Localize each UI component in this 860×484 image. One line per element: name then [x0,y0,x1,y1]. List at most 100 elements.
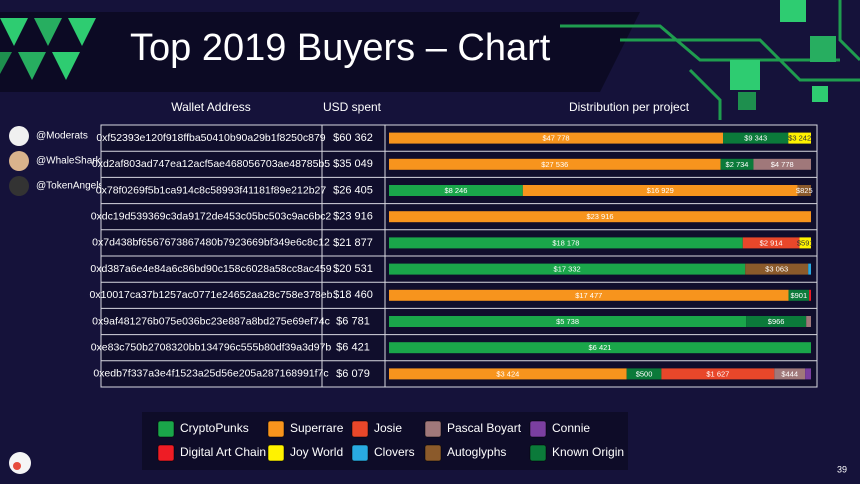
value-label: $9 343 [744,134,767,143]
bar-segment [808,263,811,275]
legend-swatch [424,444,442,462]
column-header: Distribution per project [569,100,690,114]
value-label: $2 734 [726,160,749,169]
wallet-address: 0x9af481276b075e036bc23e887a8bd275e69ef7… [92,315,330,327]
usd-spent: $20 531 [333,263,373,275]
wallet-address: 0xf52393e120f918ffba50410b90a29b1f8250c8… [96,132,325,144]
avatar [9,126,29,146]
usd-spent: $26 405 [333,184,373,196]
bar-segment [746,316,807,327]
legend-label: Joy World [290,445,343,459]
value-label: $17 332 [554,265,581,274]
value-label: $23 916 [586,212,613,221]
bar-segment [389,368,627,380]
handle: @Moderats [36,131,88,142]
bar-segment [389,158,721,170]
value-label: $16 929 [647,186,674,195]
usd-spent: $60 362 [333,132,373,144]
bar-segment [797,185,811,196]
usd-spent: $6 079 [336,368,370,380]
bar-segment [805,368,811,380]
legend-box [142,412,628,470]
bar-segment [389,237,743,249]
value-label: $591 [797,238,814,247]
legend: CryptoPunks Superrare Known Origin Josie Dig… [157,420,624,462]
wallet-address: 0x10017ca37b1257ac0771e24652aa28c758e378… [90,289,333,301]
usd-spent: $6 781 [336,315,370,327]
wallet-address: 0x7d438bf6567673867480b7923669bf349e6c8c… [92,237,330,249]
bar-segment [522,185,798,196]
wallet-address: 0xd387a6e4e84a6c86bd90c158c6028a58cc8ac4… [90,263,331,275]
column-header: USD spent [323,100,382,114]
value-label: $1 627 [706,369,729,378]
value-label: $18 178 [552,238,579,247]
value-label: $3 063 [765,265,788,274]
legend-label: Autoglyphs [447,445,506,459]
bar-segment [720,158,754,170]
avatar [9,151,29,171]
value-label: $17 477 [575,291,602,300]
legend-label: Digital Art Chain [180,445,266,459]
bar-segment [774,368,806,380]
logo-icon-dot [13,462,21,470]
bar-segment [745,263,809,275]
bar-segment [389,132,724,144]
bar-segment [389,211,811,223]
title-banner [0,12,640,92]
bar-segment [389,185,523,196]
bar-segment [389,342,811,354]
value-label: $3 424 [496,369,519,378]
wallet-address: 0xdc19d539369c3da9172de453c05bc503c9ac6b… [91,210,332,222]
value-label: $444 [781,369,798,378]
handle: @TokenAngels [36,181,103,192]
legend-label: Josie [374,421,402,435]
usd-spent: $23 916 [333,211,373,223]
slide-title: Top 2019 Buyers – Chart [130,27,551,69]
bar-segment [389,263,746,275]
legend-label: Connie [552,421,590,435]
wallet-address: 0xd2af803ad747ea12acf5ae468056703ae48785… [92,158,330,170]
legend-swatch [424,420,442,438]
bar-segment [742,237,800,249]
legend-swatch [351,444,369,462]
usd-spent: $35 049 [333,158,373,170]
value-label: $8 246 [444,186,467,195]
bar-segment [799,237,811,249]
value-label: $6 421 [589,343,612,352]
avatar [9,176,29,196]
logo-triangles [0,18,96,80]
legend-swatch [529,444,547,462]
table: Wallet Address USD spent Distribution per … [90,100,818,388]
circuit-decoration [560,0,860,120]
wallet-address: 0xedb7f337a3e4f1523a25d56e205a287168991f… [93,368,328,380]
legend-swatch [267,444,285,462]
legend-label: Known Origin [552,445,624,459]
value-label: $27 536 [541,160,568,169]
legend-swatch [157,444,175,462]
legend-label: CryptoPunks [180,421,249,435]
usd-spent: $21 877 [333,237,373,249]
bar-segment [389,316,747,327]
page-number: 39 [837,464,847,474]
legend-label: Clovers [374,445,415,459]
legend-swatch [157,420,175,438]
value-label: $5 738 [556,317,579,326]
legend-label: Superrare [290,421,344,435]
wallet-address: 0xe83c750b2708320bb134796c555b80df39a3d9… [91,341,332,353]
bar-segment [788,132,811,144]
logo-icon [9,452,31,474]
bar-segment [389,289,789,301]
bar-segment [806,316,811,327]
usd-spent: $18 460 [333,289,373,301]
bar-segment [626,368,662,380]
bar-segment [753,158,811,170]
value-label: $3 242 [788,134,811,143]
value-label: $500 [636,369,653,378]
legend-label: Pascal Boyart [447,421,522,435]
value-label: $966 [768,317,785,326]
handle: @WhaleSharkPro [36,156,117,167]
value-label: $901 [790,291,807,300]
bar-segment [788,289,810,301]
wallet-address: 0x78f0269f5b1ca914c8c58993f41181f89e212b… [96,184,327,196]
